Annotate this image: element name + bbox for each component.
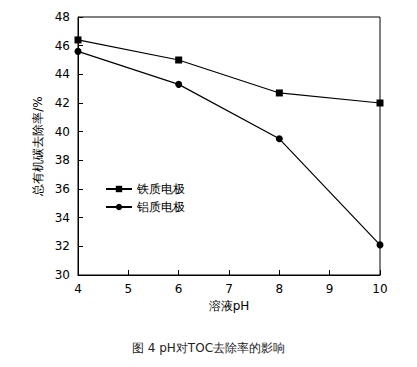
svg-text:42: 42 (55, 96, 70, 110)
svg-text:铝质电极: 铝质电极 (136, 200, 185, 214)
svg-text:38: 38 (55, 153, 70, 167)
svg-text:30: 30 (55, 268, 70, 282)
svg-text:铁质电极: 铁质电极 (136, 182, 185, 196)
svg-text:48: 48 (55, 10, 70, 24)
svg-text:6: 6 (175, 282, 183, 296)
svg-text:40: 40 (55, 125, 70, 139)
svg-text:4: 4 (74, 282, 82, 296)
svg-text:7: 7 (225, 282, 233, 296)
svg-text:9: 9 (326, 282, 334, 296)
svg-text:8: 8 (276, 282, 284, 296)
svg-text:44: 44 (55, 67, 70, 81)
svg-text:34: 34 (55, 211, 70, 225)
svg-text:32: 32 (55, 239, 70, 253)
svg-text:5: 5 (125, 282, 133, 296)
svg-text:46: 46 (55, 39, 70, 53)
svg-text:总有机碳去除率/%: 总有机碳去除率/% (31, 96, 45, 196)
svg-text:10: 10 (372, 282, 387, 296)
svg-text:溶液pH: 溶液pH (209, 299, 250, 313)
svg-text:图 4 pH对TOC去除率的影响: 图 4 pH对TOC去除率的影响 (132, 341, 285, 355)
svg-text:36: 36 (55, 182, 70, 196)
